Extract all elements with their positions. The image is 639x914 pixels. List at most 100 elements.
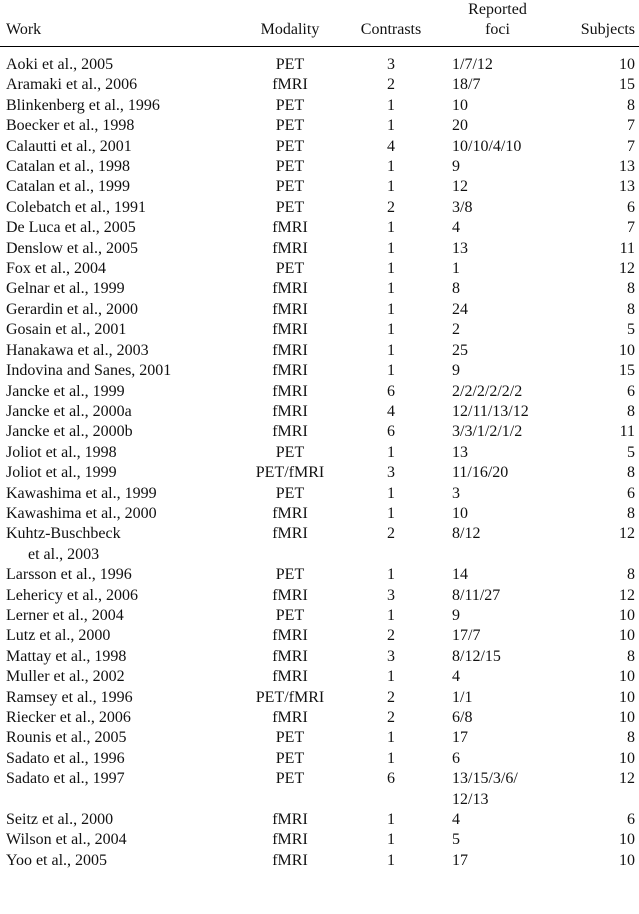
cell-contrasts: 1 [387,851,395,869]
cell-work: Muller et al., 2002 [0,667,234,687]
header-modality: Modality [260,21,320,38]
table-row: Calautti et al., 2001 PET 4 10/10/4/10 7 [0,137,639,157]
table-row: Gosain et al., 2001 fMRI 1 2 5 [0,320,639,340]
header-reported-foci: Reported foci [436,0,559,47]
header-subjects: Subjects [580,21,635,38]
cell-work: Gerardin et al., 2000 [0,300,234,320]
work-text: Lehericy et al., 2006 [6,586,138,604]
cell-work: Aoki et al., 2005 [0,55,234,75]
cell-contrasts: 1 [387,321,395,339]
table-row: Yoo et al., 2005 fMRI 1 17 10 [0,851,639,871]
foci-text: 24 [452,300,468,318]
cell-work: Gelnar et al., 1999 [0,279,234,299]
work-text: Catalan et al., 1999 [6,178,130,196]
cell-work: Jancke et al., 2000a [0,402,234,422]
cell-contrasts: 1 [387,831,395,849]
cell-work: Jancke et al., 1999 [0,382,234,402]
studies-table: Work Modality Contrasts Reported foci Su… [0,0,639,871]
cell-subjects: 10 [619,606,635,624]
table-row: Joliot et al., 1999 PET/fMRI 3 11/16/20 8 [0,463,639,483]
cell-contrasts: 1 [387,117,395,135]
work-text: Lutz et al., 2000 [6,627,111,645]
table-row: Rounis et al., 2005 PET 1 17 8 [0,728,639,748]
cell-reported-foci: 10/10/4/10 [436,137,559,157]
cell-reported-foci: 10 [436,504,559,524]
table-row: Ramsey et al., 1996 PET/fMRI 2 1/1 10 [0,688,639,708]
cell-modality: fMRI [272,504,308,522]
cell-reported-foci: 3 [436,484,559,504]
cell-subjects: 5 [627,321,635,339]
cell-contrasts: 1 [387,749,395,767]
cell-contrasts: 1 [387,443,395,461]
foci-text: 6 [452,749,460,767]
foci-text: 8 [452,280,460,298]
cell-work: Sadato et al., 1997 [0,769,234,810]
cell-modality: fMRI [272,709,308,726]
work-text: Gosain et al., 2001 [6,321,127,339]
cell-subjects: 13 [619,158,635,176]
cell-subjects: 10 [619,688,635,706]
foci-text: 9 [452,606,460,624]
cell-work: Hanakawa et al., 2003 [0,341,234,361]
work-text: Muller et al., 2002 [6,668,125,686]
cell-reported-foci: 6/8 [436,708,559,728]
cell-modality: PET [275,158,305,176]
cell-reported-foci: 4 [436,810,559,830]
cell-reported-foci: 1/1 [436,688,559,708]
cell-contrasts: 2 [387,709,395,726]
table-row: Kawashima et al., 1999 PET 1 3 6 [0,484,639,504]
cell-contrasts: 1 [387,566,395,584]
work-text: Seitz et al., 2000 [6,811,114,829]
work-text: Gerardin et al., 2000 [6,300,138,318]
cell-contrasts: 2 [387,688,395,706]
foci-text: 1 [452,260,460,278]
work-text: Ramsey et al., 1996 [6,688,133,706]
cell-subjects: 5 [627,443,635,461]
table-row: Blinkenberg et al., 1996 PET 1 10 8 [0,96,639,116]
foci-text: 25 [452,341,468,359]
cell-contrasts: 1 [387,239,395,257]
cell-subjects: 12 [619,770,635,788]
cell-work: Lehericy et al., 2006 [0,586,234,606]
cell-contrasts: 1 [387,484,395,502]
cell-modality: PET [275,178,305,196]
cell-modality: fMRI [272,668,308,686]
cell-modality: PET [275,484,305,502]
table-row: Sadato et al., 1996 PET 1 6 10 [0,749,639,769]
cell-subjects: 6 [627,198,635,216]
table-row: Muller et al., 2002 fMRI 1 4 10 [0,667,639,687]
cell-modality: PET [275,117,305,135]
cell-modality: fMRI [272,586,308,604]
cell-modality: PET [275,198,305,216]
foci-text: 5 [452,831,460,849]
cell-work: Catalan et al., 1998 [0,157,234,177]
cell-work: Catalan et al., 1999 [0,177,234,197]
work-text: Boecker et al., 1998 [6,117,135,135]
cell-subjects: 15 [619,76,635,94]
cell-work: Fox et al., 2004 [0,259,234,279]
table-row: Jancke et al., 1999 fMRI 6 2/2/2/2/2/2 6 [0,382,639,402]
work-text: Kawashima et al., 2000 [6,504,157,522]
table-row: Catalan et al., 1999 PET 1 12 13 [0,177,639,197]
foci-text: 17 [452,851,468,869]
work-text: Catalan et al., 1998 [6,158,130,176]
cell-work: De Luca et al., 2005 [0,218,234,238]
work-text: De Luca et al., 2005 [6,219,136,237]
foci-text: 10/10/4/10 [452,137,522,155]
work-text: Gelnar et al., 1999 [6,280,125,298]
cell-modality: PET [275,260,305,278]
foci-text: 14 [452,566,468,584]
cell-work: Denslow et al., 2005 [0,239,234,259]
work-text: Jancke et al., 2000a [6,402,132,420]
cell-subjects: 8 [627,504,635,522]
cell-contrasts: 1 [387,280,395,298]
cell-reported-foci: 24 [436,300,559,320]
table-row: Jancke et al., 2000b fMRI 6 3/3/1/2/1/2 11 [0,422,639,442]
foci-text: 3/3/1/2/1/2 [452,423,523,441]
cell-modality: fMRI [272,300,308,318]
foci-text: 3 [452,484,460,502]
work-text: Kuhtz-Buschbeck [6,525,121,543]
table-row: Wilson et al., 2004 fMRI 1 5 10 [0,830,639,850]
foci-text: 10 [452,96,468,114]
cell-modality: fMRI [272,341,308,359]
